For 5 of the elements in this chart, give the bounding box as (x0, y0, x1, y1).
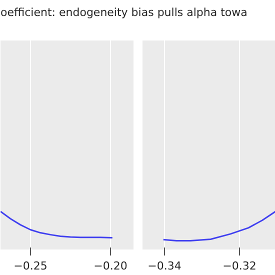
x-tick-label: −0.25 (14, 260, 48, 272)
x-tick-label: −0.20 (94, 260, 128, 272)
chart-title: oefficient: endogeneity bias pulls alpha towa (0, 6, 248, 20)
x-tick-label: −0.32 (222, 260, 256, 272)
x-tick-label: −0.34 (148, 260, 182, 272)
